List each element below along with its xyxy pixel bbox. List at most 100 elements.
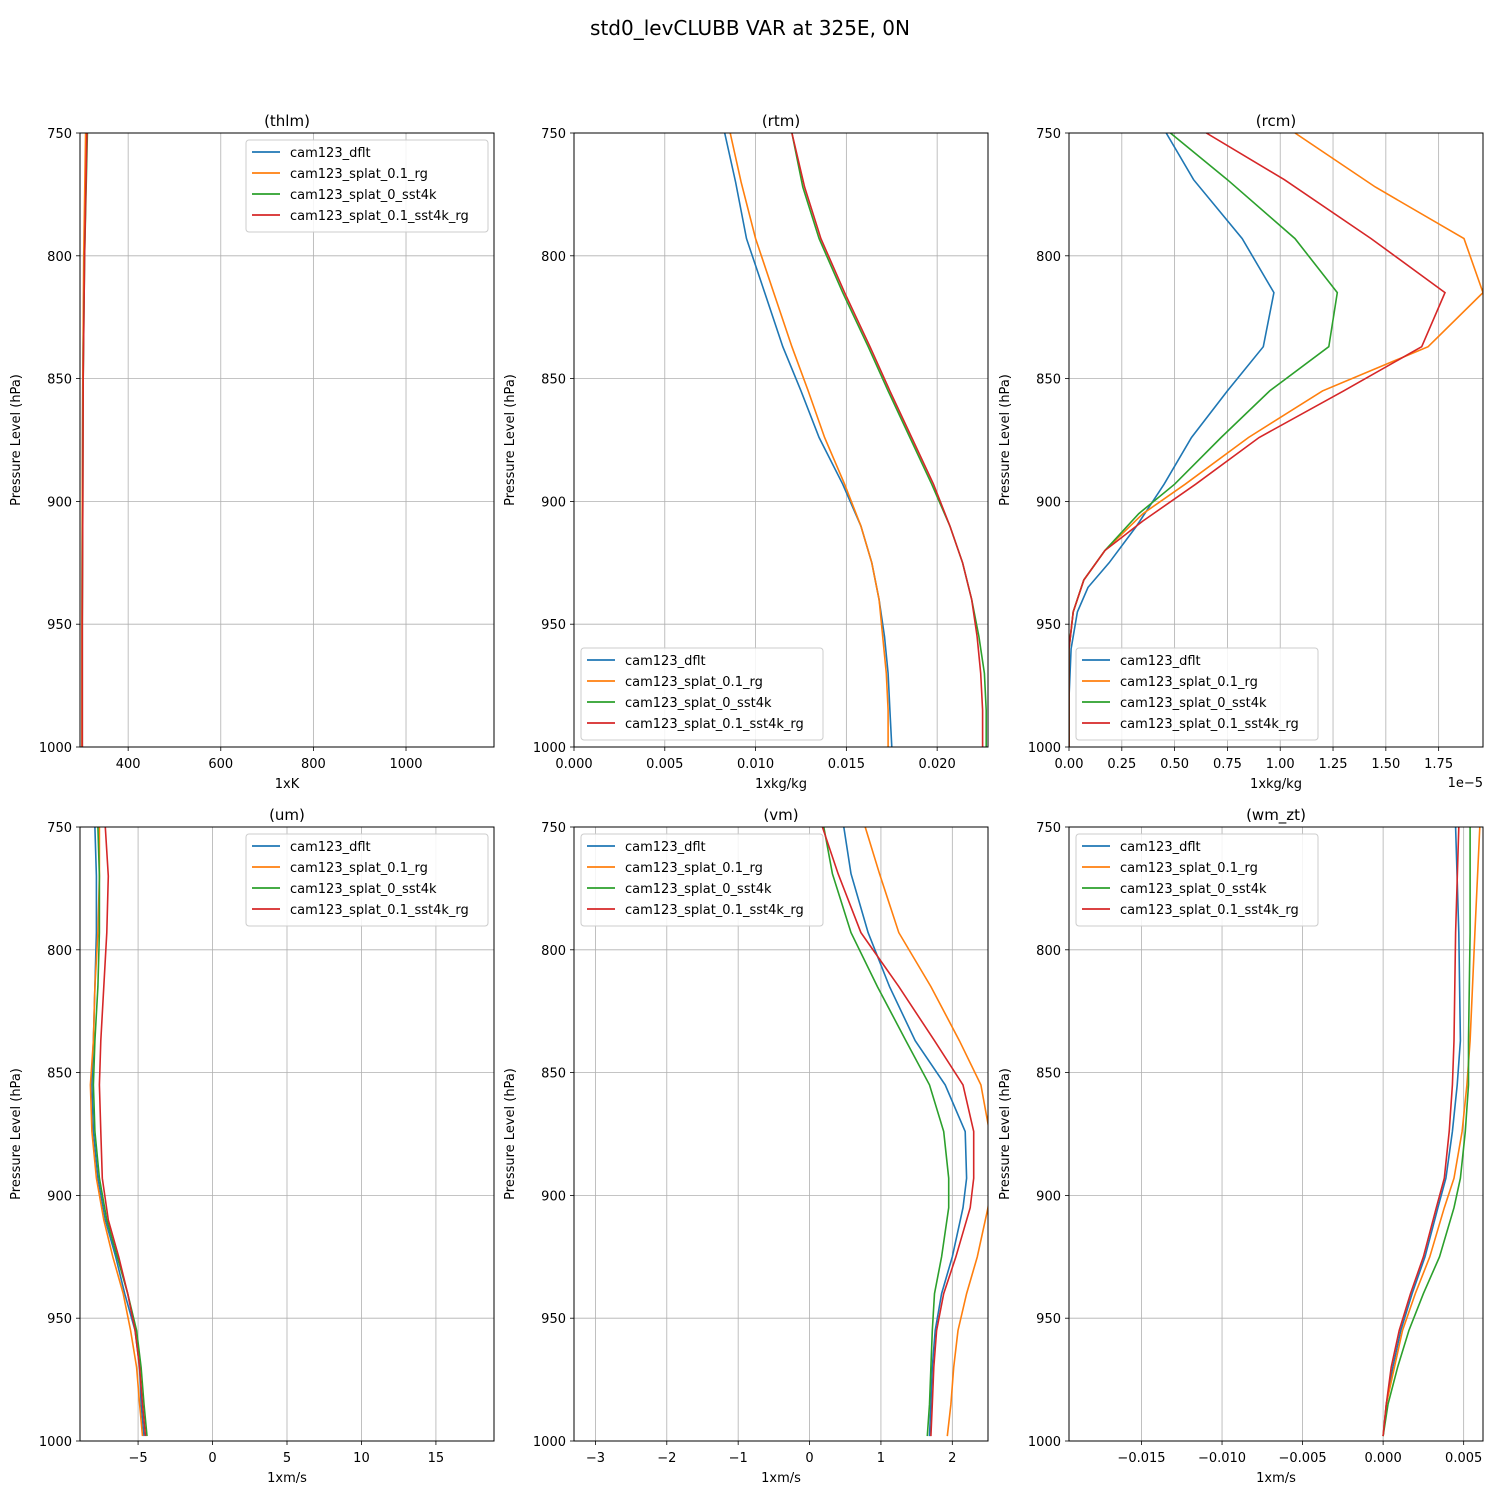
x-tick-label: 0.75 xyxy=(1213,757,1242,772)
subplot-title: (thlm) xyxy=(264,112,310,130)
series-line-cam123_splat_0_sst4k xyxy=(791,133,988,747)
x-tick-label: 10 xyxy=(353,1451,370,1466)
x-tick-label: −2 xyxy=(657,1451,676,1466)
y-tick-label: 750 xyxy=(47,821,72,836)
series-line-cam123_splat_0.1_sst4k_rg xyxy=(1382,827,1460,1437)
x-tick-label: 0.00 xyxy=(1055,757,1084,772)
subplot-title: (wm_zt) xyxy=(1246,806,1306,825)
y-tick-label: 750 xyxy=(1036,127,1061,142)
x-axis-label: 1xkg/kg xyxy=(755,777,807,792)
axes-frame xyxy=(1068,826,1484,1442)
y-tick-label: 950 xyxy=(47,618,72,633)
y-tick-label: 1000 xyxy=(39,1435,72,1450)
y-tick-label: 950 xyxy=(1036,618,1061,633)
y-tick-label: 1000 xyxy=(1028,1435,1061,1450)
x-tick-label: 0.25 xyxy=(1107,757,1136,772)
y-tick-label: 1000 xyxy=(1028,741,1061,756)
y-axis-label: Pressure Level (hPa) xyxy=(9,1068,24,1200)
legend-entry: cam123_dflt xyxy=(1120,840,1201,855)
y-tick-label: 900 xyxy=(541,1189,566,1204)
x-axis-label: 1xm/s xyxy=(267,1471,307,1486)
y-tick-label: 950 xyxy=(541,1312,566,1327)
legend-box xyxy=(1075,647,1319,741)
legend: cam123_dflt cam123_splat_0.1_rg cam123_spl… xyxy=(245,139,489,233)
y-axis-label: Pressure Level (hPa) xyxy=(9,374,24,506)
series-line-cam123_splat_0.1_sst4k_rg xyxy=(821,827,975,1437)
axes-frame xyxy=(573,132,989,748)
legend-box xyxy=(1075,833,1319,927)
subplot-title: (rcm) xyxy=(1256,112,1296,130)
legend-entry: cam123_dflt xyxy=(625,654,706,669)
subplot-title: (um) xyxy=(269,806,305,824)
x-tick-label: 1.50 xyxy=(1371,757,1400,772)
axes-frame xyxy=(1068,132,1484,748)
legend: cam123_dflt cam123_splat_0.1_rg cam123_spl… xyxy=(580,833,824,927)
x-tick-label: 15 xyxy=(428,1451,445,1466)
series-line-cam123_splat_0_sst4k xyxy=(92,827,148,1437)
axes-frame xyxy=(573,826,989,1442)
legend: cam123_dflt cam123_splat_0.1_rg cam123_spl… xyxy=(1075,833,1319,927)
legend-entry: cam123_splat_0.1_rg xyxy=(1120,861,1258,876)
subplot-rtm: 0.000 0.005 0.010 0.015 0.020 750 800 850 900 950… xyxy=(503,112,989,792)
y-tick-label: 900 xyxy=(47,1189,72,1204)
y-tick-label: 850 xyxy=(541,1067,566,1082)
series-line-cam123_dflt xyxy=(843,827,968,1437)
series-line-cam123_splat_0.1_sst4k_rg xyxy=(791,133,984,747)
legend-entry: cam123_splat_0.1_rg xyxy=(290,861,428,876)
x-tick-label: 0.005 xyxy=(646,757,683,772)
x-tick-label: 0.000 xyxy=(555,757,592,772)
y-tick-label: 950 xyxy=(1036,1312,1061,1327)
x-tick-label: 0 xyxy=(805,1451,813,1466)
y-tick-label: 750 xyxy=(47,127,72,142)
legend-entry: cam123_splat_0.1_sst4k_rg xyxy=(290,903,469,918)
figure-title: std0_levCLUBB VAR at 325E, 0N xyxy=(590,16,910,40)
x-axis-label: 1xkg/kg xyxy=(1250,777,1302,792)
series-line-cam123_splat_0_sst4k xyxy=(823,827,950,1437)
legend-entry: cam123_splat_0.1_sst4k_rg xyxy=(1120,903,1299,918)
series-line-cam123_splat_0.1_sst4k_rg xyxy=(1069,133,1446,747)
x-tick-label: 0 xyxy=(208,1451,216,1466)
legend-entry: cam123_splat_0_sst4k xyxy=(1120,696,1267,711)
legend-box xyxy=(245,833,489,927)
y-axis-label: Pressure Level (hPa) xyxy=(503,1068,518,1200)
axes-frame xyxy=(79,132,495,748)
legend-entry: cam123_splat_0_sst4k xyxy=(625,696,772,711)
x-tick-label: 0.50 xyxy=(1160,757,1189,772)
x-tick-label: −0.010 xyxy=(1198,1451,1246,1466)
legend-entry: cam123_splat_0.1_sst4k_rg xyxy=(1120,717,1299,732)
series-line-cam123_dflt xyxy=(1069,133,1275,747)
legend-entry: cam123_splat_0_sst4k xyxy=(625,882,772,897)
legend: cam123_dflt cam123_splat_0.1_rg cam123_spl… xyxy=(1075,647,1319,741)
subplot-wm_zt: −0.015 −0.010 −0.005 0.000 0.005 750 800 850 900… xyxy=(998,806,1484,1486)
x-axis-offset-label: 1e−5 xyxy=(1448,776,1483,791)
x-tick-label: 0.005 xyxy=(1445,1451,1482,1466)
y-tick-label: 800 xyxy=(47,250,72,265)
legend-entry: cam123_splat_0.1_sst4k_rg xyxy=(625,903,804,918)
x-tick-label: 0.010 xyxy=(737,757,774,772)
series-line-cam123_dflt xyxy=(1382,827,1462,1437)
x-tick-label: 5 xyxy=(283,1451,291,1466)
y-tick-label: 850 xyxy=(1036,1067,1061,1082)
x-tick-label: −1 xyxy=(729,1451,748,1466)
y-tick-label: 800 xyxy=(1036,944,1061,959)
y-tick-label: 950 xyxy=(47,1312,72,1327)
y-axis-label: Pressure Level (hPa) xyxy=(998,374,1013,506)
x-tick-label: 1.75 xyxy=(1424,757,1453,772)
y-tick-label: 900 xyxy=(1036,495,1061,510)
legend-entry: cam123_splat_0.1_sst4k_rg xyxy=(290,209,469,224)
series-line-cam123_splat_0.1_sst4k_rg xyxy=(81,133,88,747)
subplot-title: (vm) xyxy=(763,806,798,824)
y-tick-label: 1000 xyxy=(533,1435,566,1450)
legend: cam123_dflt cam123_splat_0.1_rg cam123_spl… xyxy=(580,647,824,741)
series-line-cam123_dflt xyxy=(723,133,893,747)
y-tick-label: 800 xyxy=(541,944,566,959)
x-axis-label: 1xm/s xyxy=(761,1471,801,1486)
x-axis-label: 1xm/s xyxy=(1256,1471,1296,1486)
y-tick-label: 800 xyxy=(47,944,72,959)
x-tick-label: 1 xyxy=(877,1451,885,1466)
x-tick-label: 1000 xyxy=(389,757,422,772)
legend-entry: cam123_splat_0.1_sst4k_rg xyxy=(625,717,804,732)
legend-entry: cam123_dflt xyxy=(1120,654,1201,669)
y-tick-label: 850 xyxy=(1036,373,1061,388)
